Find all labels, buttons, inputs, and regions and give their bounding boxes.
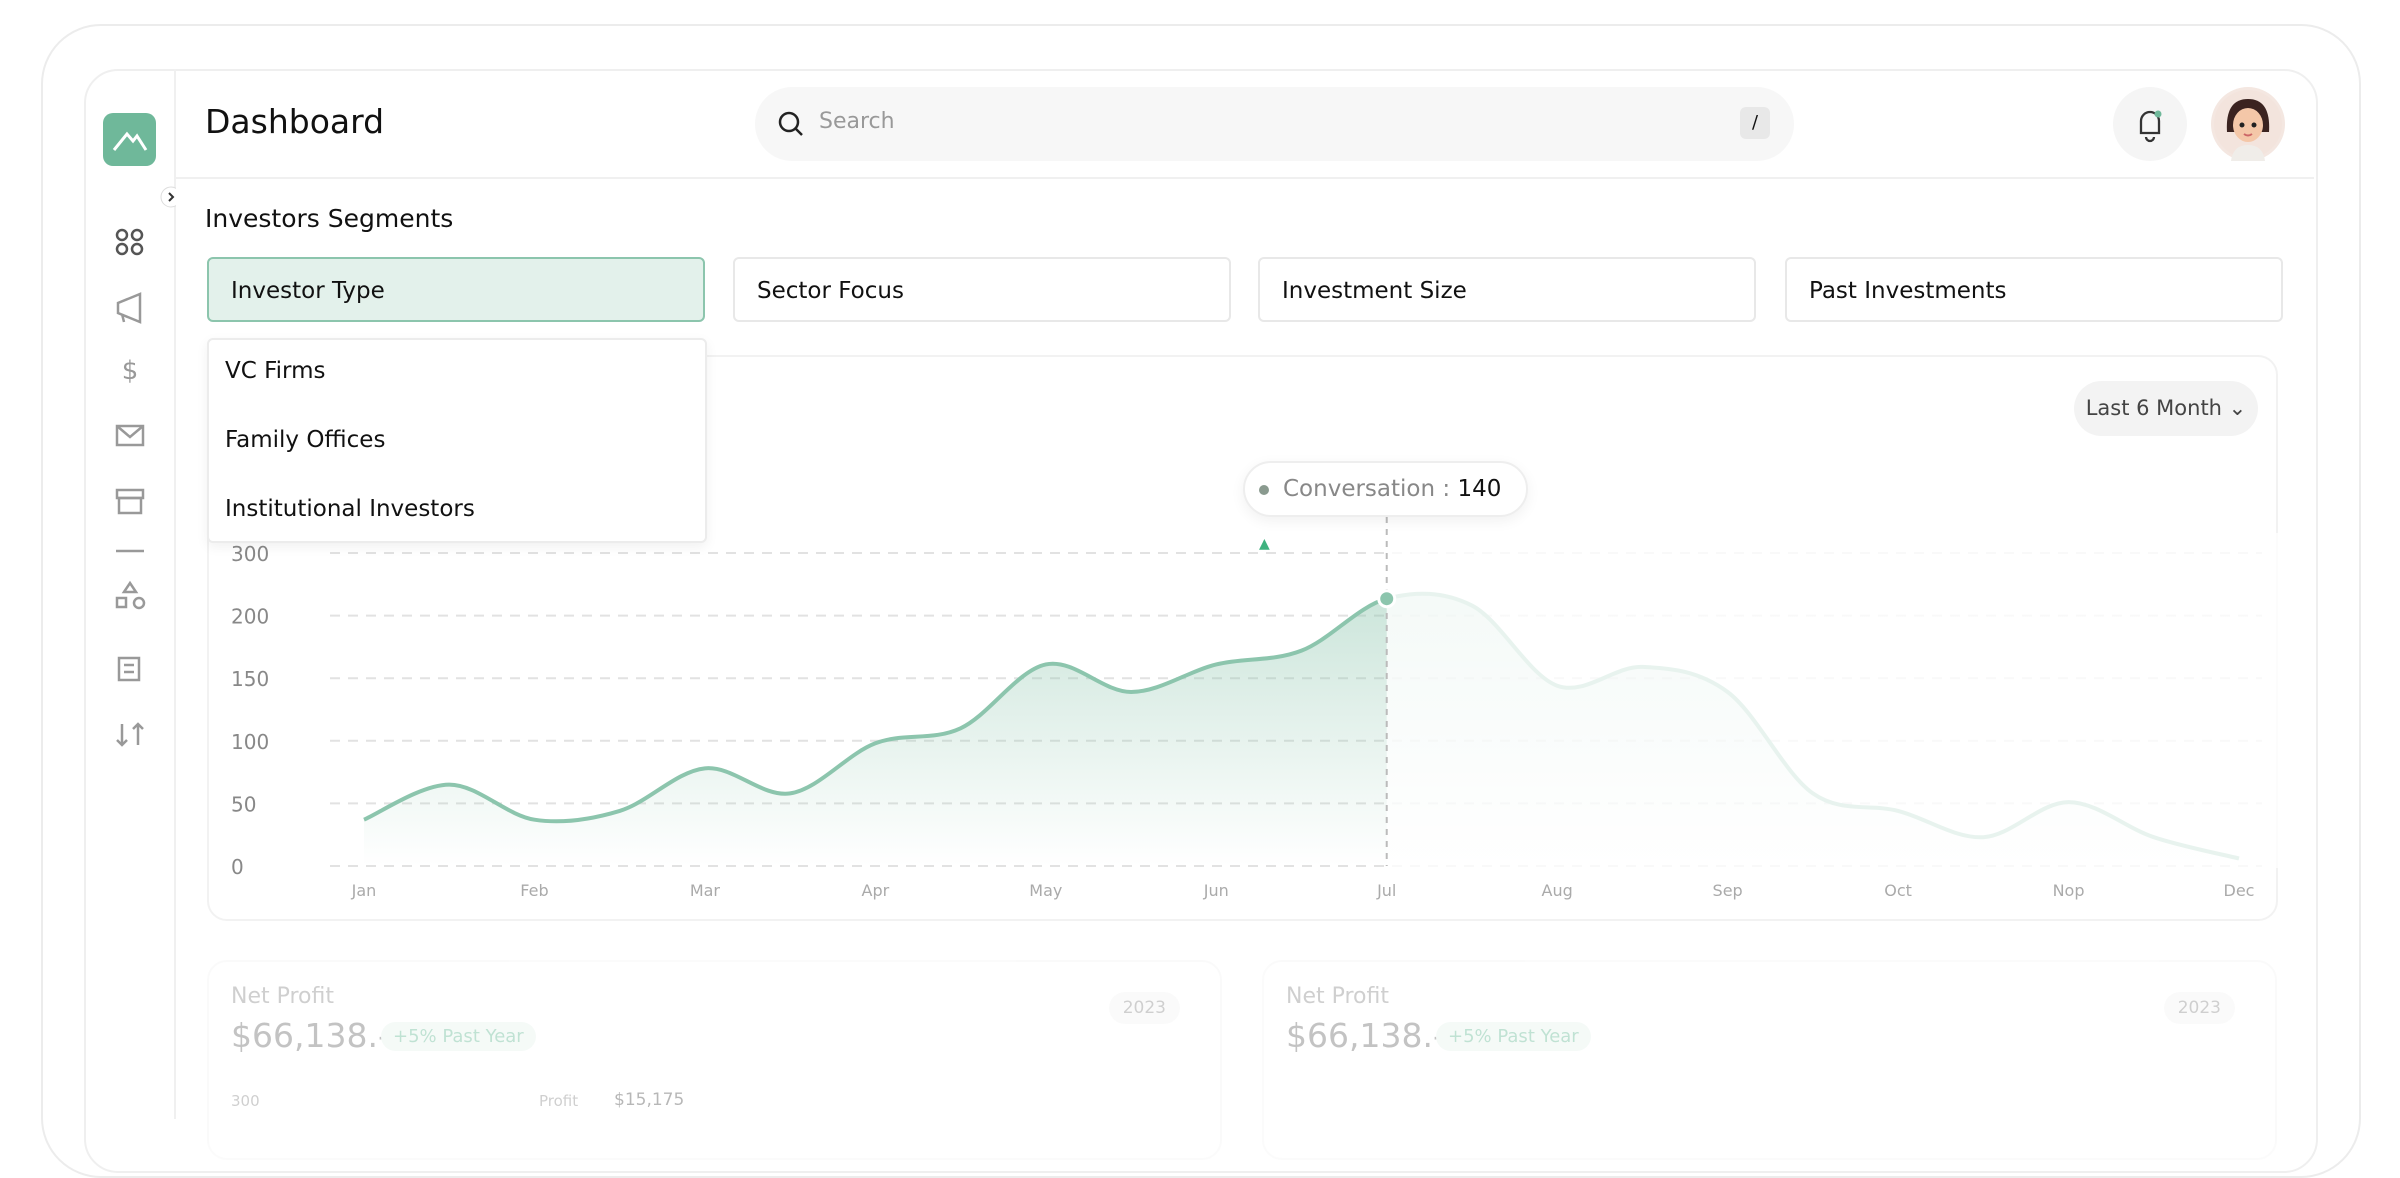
x-tick-label: Sep [1713, 881, 1743, 900]
card-y-tick: 300 [231, 1092, 260, 1110]
y-tick-label: 150 [231, 667, 269, 691]
x-tick-label: Apr [862, 881, 890, 900]
x-tick-label: Aug [1542, 881, 1573, 900]
line-chart: 0 50 100 150 200 300 Jan Feb Mar Apr May Jun Jul Aug S… [231, 517, 2282, 900]
search-placeholder: Search [819, 109, 895, 134]
dropdown-option[interactable]: Family Offices [225, 427, 386, 453]
search-shortcut: / [1740, 107, 1770, 139]
tooltip-value: 140 [1457, 476, 1502, 502]
nav-icons[interactable] [115, 228, 144, 256]
x-tick-label: Feb [520, 881, 548, 900]
hover-point [1377, 589, 1397, 609]
period-label: Last 6 Month [2085, 396, 2222, 420]
card-change: +5% Past Year [1436, 1022, 1591, 1051]
summary-card: Net Profit $66,138.- +5% Past Year 2023 300 P… [207, 960, 1222, 1160]
x-tick-label: Mar [690, 881, 721, 900]
sidebar-divider [174, 69, 176, 1119]
card-title: Net Profit [1286, 984, 1389, 1009]
search-box[interactable]: Search / [755, 87, 1794, 161]
x-tick-label: Jun [1203, 881, 1229, 900]
segment-tab[interactable]: Sector Focus [733, 257, 1231, 322]
collapse-toggle[interactable] [160, 186, 176, 208]
avatar[interactable] [2211, 87, 2285, 161]
section-title: Investors Segments [205, 204, 454, 233]
card-value: $66,138.- [231, 1016, 390, 1055]
page: $ Dashboard Search / Investors Segments … [41, 24, 2361, 1178]
svg-text:$: $ [122, 356, 139, 386]
dropdown-option[interactable]: VC Firms [225, 358, 326, 384]
fade-overlay [1386, 533, 2282, 868]
x-tick-label: May [1029, 881, 1062, 900]
x-tick-label: Dec [2224, 881, 2255, 900]
x-tick-label: Oct [1884, 881, 1912, 900]
card-value: $66,138.- [1286, 1016, 1445, 1055]
x-tick-label: Jan [351, 881, 377, 900]
x-tick-label: Nop [2053, 881, 2085, 900]
y-tick-label: 300 [231, 542, 269, 566]
dropdown-option[interactable]: Institutional Investors [225, 496, 475, 522]
card-legend-value: $15,175 [614, 1090, 685, 1110]
card-change: +5% Past Year [381, 1022, 536, 1051]
header-divider [176, 177, 2314, 179]
dropdown-menu: VC Firms Family Offices Institutional Inve… [207, 338, 707, 543]
page-title: Dashboard [205, 102, 385, 141]
tooltip: Conversation : 140 ▲ [1243, 461, 1528, 552]
segment-tab[interactable]: Investment Size [1258, 257, 1756, 322]
period-select[interactable]: Last 6 Month ⌄ [2074, 381, 2258, 436]
y-tick-label: 0 [231, 855, 244, 879]
tooltip-label: Conversation : [1283, 476, 1451, 502]
sidebar-icons: $ [103, 113, 176, 747]
summary-card: Net Profit $66,138.- +5% Past Year 2023 [1262, 960, 2277, 1160]
logo[interactable] [103, 113, 156, 166]
x-tick-label: Jul [1376, 881, 1396, 900]
segment-tab[interactable]: Past Investments [1785, 257, 2283, 322]
card-title: Net Profit [231, 984, 334, 1009]
y-tick-label: 100 [231, 730, 269, 754]
y-tick-label: 50 [231, 792, 256, 816]
card-year[interactable]: 2023 [1108, 992, 1180, 1024]
notification-button[interactable] [2113, 87, 2187, 161]
card-legend: Profit [539, 1092, 579, 1110]
y-tick-label: 200 [231, 605, 269, 629]
search-icon [778, 111, 803, 136]
segment-tab[interactable]: Investor Type [207, 257, 705, 322]
card-year[interactable]: 2023 [2163, 992, 2235, 1024]
